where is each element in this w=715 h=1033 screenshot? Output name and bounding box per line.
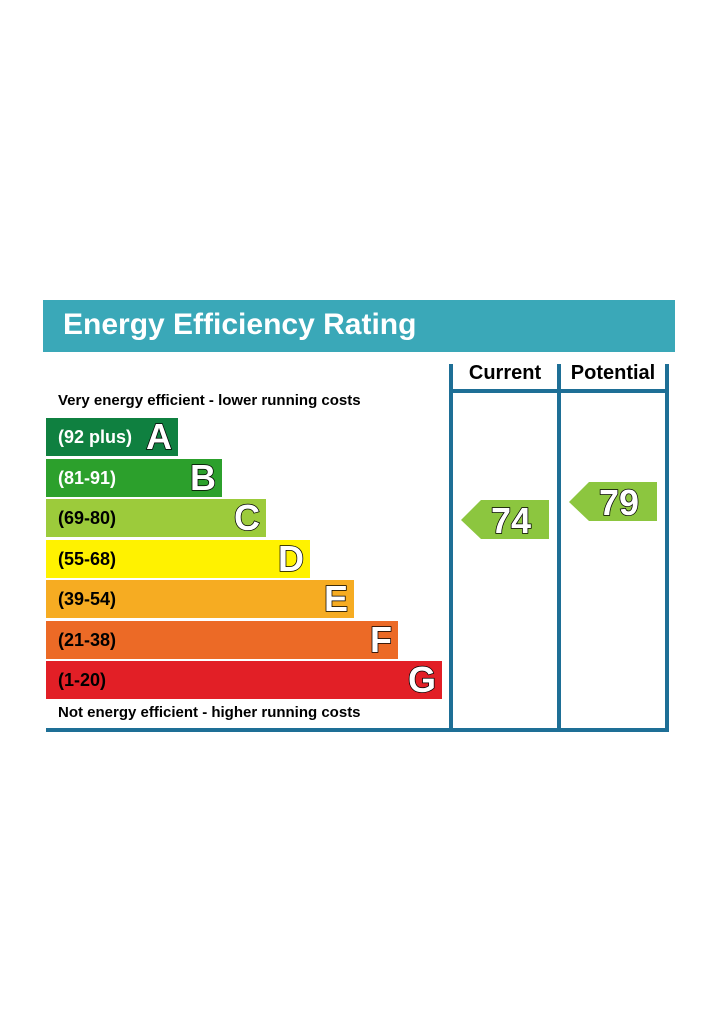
potential-rating-arrow: 79 bbox=[569, 481, 657, 524]
band-letter: C bbox=[233, 497, 261, 538]
band-f: (21-38) F bbox=[46, 618, 398, 660]
band-d: (55-68) D bbox=[46, 537, 310, 579]
current-rating-value: 74 bbox=[491, 500, 531, 541]
chart-title: Energy Efficiency Rating bbox=[63, 308, 417, 341]
band-range-label: (92 plus) bbox=[58, 427, 133, 447]
divider-line bbox=[665, 364, 669, 732]
potential-rating-value: 79 bbox=[599, 482, 639, 523]
top-caption: Very energy efficient - lower running co… bbox=[58, 392, 361, 409]
bottom-border bbox=[46, 728, 669, 732]
band-range-label: (21-38) bbox=[58, 629, 117, 650]
bottom-caption: Not energy efficient - higher running co… bbox=[58, 704, 361, 721]
band-a: (92 plus) A bbox=[46, 418, 178, 456]
band-letter: F bbox=[369, 618, 393, 660]
band-e: (39-54) E bbox=[46, 580, 354, 618]
band-range-label: (1-20) bbox=[58, 670, 107, 690]
rating-arrow-shape bbox=[569, 482, 657, 521]
current-column-header: Current bbox=[468, 362, 542, 384]
band-range-label: (55-68) bbox=[58, 548, 117, 569]
band-range-label: (39-54) bbox=[58, 589, 117, 609]
potential-column-header: Potential bbox=[570, 362, 656, 384]
current-rating-arrow: 74 bbox=[461, 499, 549, 542]
band-letter: D bbox=[277, 537, 305, 579]
band-letter: E bbox=[323, 578, 349, 619]
divider-line bbox=[449, 364, 453, 732]
band-letter: G bbox=[407, 659, 437, 700]
band-g: (1-20) G bbox=[46, 661, 442, 699]
band-range-label: (81-91) bbox=[58, 467, 117, 488]
band-letter: B bbox=[189, 456, 217, 498]
divider-line bbox=[557, 364, 561, 732]
rating-arrow-shape bbox=[461, 500, 549, 539]
title-bar: Energy Efficiency Rating bbox=[43, 300, 675, 352]
band-range-label: (69-80) bbox=[58, 508, 117, 528]
band-b: (81-91) B bbox=[46, 456, 222, 498]
header-underline bbox=[449, 389, 669, 393]
band-letter: A bbox=[145, 416, 173, 457]
band-c: (69-80) C bbox=[46, 499, 266, 537]
